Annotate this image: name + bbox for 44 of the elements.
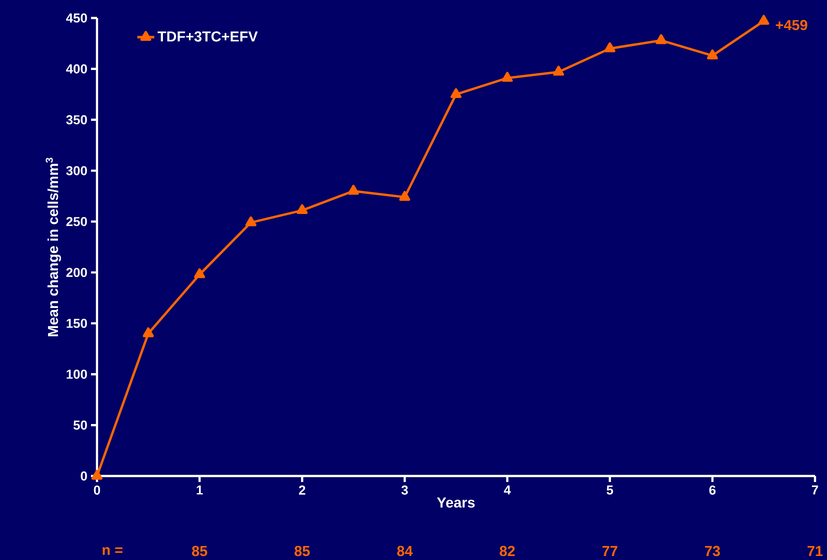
text: 73 [705,546,720,556]
x-tick-label: 6 [709,486,716,495]
x-tick-label: 0 [94,486,100,495]
y-tick-label: 0 [80,471,87,481]
y-tick-label: 200 [66,268,87,278]
point [296,204,308,214]
point [399,190,410,201]
y-tick-label: 300 [66,166,87,176]
point [142,327,154,338]
text: 71 [808,546,823,556]
point [91,470,103,480]
point [194,268,206,278]
x-tick-label: 1 [196,486,203,494]
point [450,88,462,98]
y-tick-label: 450 [66,13,87,23]
legend-label: TDF+3TC+EFV [158,31,258,42]
x-axis-title: Years [436,498,475,508]
point [553,66,564,76]
y-tick-label: 350 [66,115,87,124]
x-tick-label: 7 [812,486,818,494]
text: 85 [294,546,310,556]
text: n = [102,547,122,555]
text: 82 [500,546,515,556]
x-tick-label: 5 [606,486,614,495]
text: 84 [397,546,413,556]
x-tick-label: 2 [298,486,306,495]
y-axis-title: Mean change in cells/mm$^{3}$ [46,158,62,336]
y-tick-label: 100 [66,370,87,379]
y-tick-label: 250 [66,216,87,226]
y-tick-label: 150 [66,318,87,328]
point [502,72,513,82]
y-tick-label: 50 [73,420,87,430]
point [604,42,616,52]
point [656,34,667,44]
point [348,184,359,195]
point [758,14,770,25]
x-tick-label: 4 [504,486,511,494]
y-tick-label: 400 [66,64,87,74]
x-tick-label: 3 [401,486,408,495]
point [706,49,718,60]
text: 77 [602,546,618,556]
text: 85 [192,546,208,556]
annotation: +459 [776,20,808,30]
point [245,216,256,226]
